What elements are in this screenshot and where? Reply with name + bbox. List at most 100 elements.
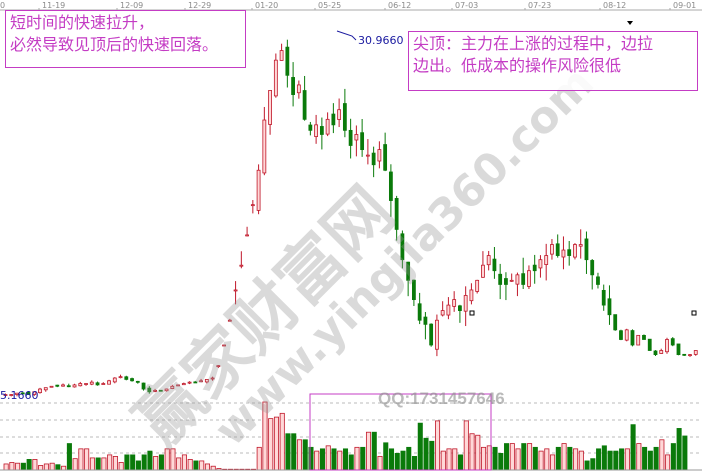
candle-up (250, 204, 255, 207)
candle-up (446, 304, 451, 316)
candle-down (555, 243, 560, 256)
candle-up (314, 124, 319, 137)
volume-bar (95, 457, 101, 471)
date-tick-label: 09-01 (673, 1, 696, 10)
volume-bar (515, 448, 521, 471)
marker-square-icon (691, 310, 697, 316)
annotation-left-line2: 必然导致见顶后的快速回落。 (10, 35, 219, 54)
candle-up (486, 255, 491, 266)
volume-bar (555, 446, 561, 471)
annotation-right-line2: 边出。低成本的操作风险很低 (413, 56, 622, 75)
volume-bar (630, 424, 636, 471)
candle-down (20, 392, 25, 395)
volume-bar (573, 448, 579, 471)
volume-bar (550, 454, 556, 471)
candle-down (308, 124, 313, 131)
candle-down (601, 289, 606, 306)
date-tick-label: 07-23 (528, 1, 551, 10)
candle-up (527, 270, 531, 287)
candles (3, 39, 698, 397)
candle-down (331, 113, 336, 126)
candle-down (130, 378, 134, 382)
candle-up (550, 244, 554, 255)
volume-bar (72, 458, 78, 471)
volume-bar (354, 446, 360, 471)
volume-bar (296, 439, 303, 471)
volume-bar (38, 465, 44, 471)
candle-down (532, 264, 537, 272)
date-tick-label: 11-19 (42, 1, 65, 10)
volume-bar (55, 464, 61, 471)
candle-up (153, 390, 157, 392)
volume-bar (596, 448, 602, 471)
marker-square-icon (469, 310, 475, 316)
volume-bar (26, 459, 32, 471)
candle-down (193, 381, 198, 384)
volume-bar (584, 460, 590, 471)
volume-bar (285, 433, 291, 471)
candle-up (463, 295, 468, 312)
candle-up (176, 384, 180, 387)
volume-bar (124, 454, 130, 471)
candle-up (15, 392, 19, 395)
volume-bar (647, 450, 653, 471)
low-price-label: 5.1660 (0, 389, 39, 402)
candle-up (538, 259, 543, 269)
date-tick-label: 08-12 (603, 1, 626, 10)
volume-bar (348, 454, 354, 471)
date-tick-label: 0 (0, 1, 5, 10)
volume-bar (527, 443, 533, 471)
candle-up (61, 384, 65, 387)
candle-up (469, 289, 474, 302)
candle-up (78, 383, 83, 387)
volume-bar (440, 450, 446, 471)
candle-down (348, 129, 353, 146)
volume-bar (521, 443, 527, 471)
volume-bar (665, 454, 671, 471)
candle-up (573, 244, 577, 258)
volume-bar (256, 446, 262, 471)
volume-bar (429, 440, 435, 471)
candle-up (268, 90, 272, 125)
candle-down (342, 103, 347, 131)
candle-down (676, 343, 681, 356)
volume-bar (394, 452, 400, 471)
annotation-box-left: 短时间的快速拉升， 必然导致见顶后的快速回落。 (5, 10, 246, 68)
candle-down (141, 382, 146, 390)
volume-bar (84, 448, 90, 471)
volume-bar (118, 462, 124, 471)
volume-bar (613, 450, 619, 471)
candle-up (49, 385, 54, 388)
high-price-label: 30.9660 (358, 34, 404, 47)
candle-up (475, 279, 480, 292)
candle-down (388, 171, 393, 201)
candle-down (584, 238, 589, 261)
candle-down (619, 330, 623, 340)
candle-down (147, 387, 152, 393)
volume-bar (498, 452, 504, 471)
candle-up (659, 350, 664, 354)
volume-bar (388, 448, 395, 471)
volume-bar (365, 431, 372, 471)
volume-bar (411, 455, 418, 471)
candle-down (590, 260, 595, 276)
volume-bar (308, 446, 314, 471)
annotation-box-right: 尖顶：主力在上涨的过程中，边拉 边出。低成本的操作风险很低 (408, 31, 698, 91)
volume-bar (590, 458, 596, 471)
candle-up (262, 119, 267, 174)
volume-bar (481, 446, 487, 471)
annotation-right-line1: 尖顶：主力在上涨的过程中，边拉 (413, 34, 654, 53)
candle-up (72, 384, 77, 388)
volume-bar (32, 459, 38, 471)
volume-bar (273, 416, 279, 471)
volume-bar (578, 450, 584, 471)
volume-bar (624, 448, 630, 471)
volume-bar (670, 443, 676, 471)
volume-bar (446, 448, 452, 471)
volume-bar (291, 433, 297, 471)
volume-bar (314, 450, 320, 471)
candle-down (417, 303, 422, 321)
volume-bar (107, 454, 113, 471)
candle-down (285, 46, 290, 76)
volume-bar (101, 457, 107, 471)
